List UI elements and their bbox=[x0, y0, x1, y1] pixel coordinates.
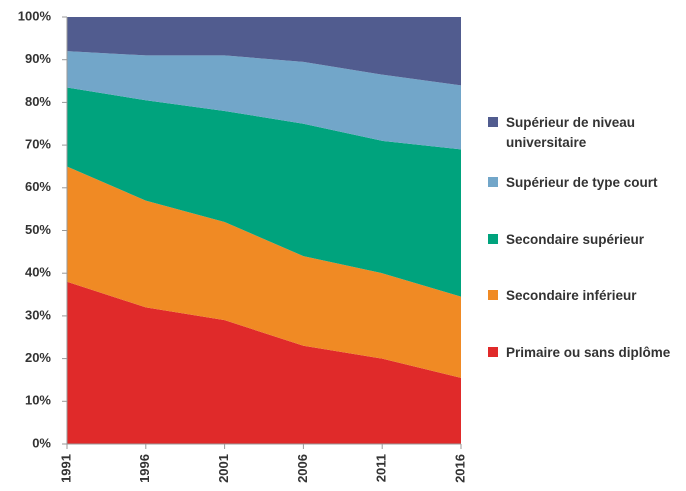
x-tick-label: 2016 bbox=[452, 454, 467, 483]
area bbox=[67, 87, 461, 297]
x-tick-label: 2006 bbox=[295, 454, 310, 483]
y-tick-label: 0% bbox=[32, 435, 51, 450]
legend-swatch bbox=[488, 347, 498, 357]
y-tick-label: 40% bbox=[25, 265, 51, 280]
area bbox=[67, 51, 461, 150]
legend-item: Primaire ou sans diplôme bbox=[488, 343, 678, 363]
y-tick-label: 100% bbox=[18, 8, 52, 23]
legend-swatch bbox=[488, 117, 498, 127]
area bbox=[67, 281, 461, 444]
legend-label: Secondaire supérieur bbox=[506, 232, 645, 247]
y-tick-label: 70% bbox=[25, 137, 51, 152]
area bbox=[67, 17, 461, 86]
x-tick-label: 2001 bbox=[216, 454, 231, 483]
legend-label: Supérieur de type court bbox=[506, 175, 658, 190]
legend-label: Secondaire inférieur bbox=[506, 288, 637, 303]
legend-swatch bbox=[488, 234, 498, 244]
legend-label: Primaire ou sans diplôme bbox=[506, 345, 671, 360]
y-tick-label: 10% bbox=[25, 393, 51, 408]
legend-swatch bbox=[488, 290, 498, 300]
legend-swatch bbox=[488, 177, 498, 187]
y-tick-label: 90% bbox=[25, 51, 51, 66]
y-tick-label: 60% bbox=[25, 179, 51, 194]
legend-item: Secondaire supérieur bbox=[488, 230, 678, 250]
y-tick-label: 50% bbox=[25, 222, 51, 237]
x-tick-label: 2011 bbox=[374, 454, 389, 482]
legend-item: Supérieur de niveau universitaire bbox=[488, 113, 678, 153]
legend-item: Secondaire inférieur bbox=[488, 286, 678, 306]
y-tick-label: 80% bbox=[25, 94, 51, 109]
legend-item: Supérieur de type court bbox=[488, 173, 678, 193]
area bbox=[67, 166, 461, 378]
y-tick-label: 20% bbox=[25, 350, 51, 365]
legend-label: Supérieur de niveau universitaire bbox=[506, 115, 636, 150]
x-tick-label: 1996 bbox=[137, 454, 152, 483]
x-tick-label: 1991 bbox=[58, 454, 73, 483]
y-tick-label: 30% bbox=[25, 307, 51, 322]
